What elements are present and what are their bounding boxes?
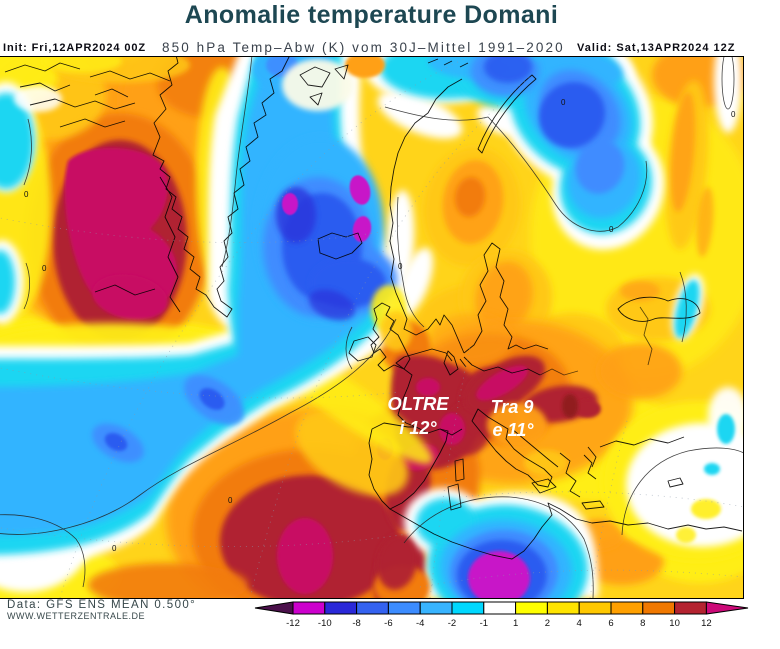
svg-text:0: 0	[561, 98, 566, 107]
svg-text:0: 0	[609, 225, 614, 234]
svg-text:1: 1	[513, 618, 518, 629]
svg-text:0: 0	[112, 544, 117, 553]
svg-text:-6: -6	[384, 618, 392, 629]
svg-text:-8: -8	[352, 618, 360, 629]
svg-text:Tra 9: Tra 9	[491, 397, 534, 417]
svg-text:0: 0	[24, 190, 29, 199]
svg-text:-12: -12	[286, 618, 300, 629]
svg-text:12: 12	[701, 618, 712, 629]
svg-text:0: 0	[228, 496, 233, 505]
svg-text:10: 10	[669, 618, 680, 629]
svg-text:-1: -1	[480, 618, 488, 629]
svg-text:0: 0	[731, 110, 736, 119]
svg-text:i 12°: i 12°	[399, 418, 437, 438]
svg-text:0: 0	[42, 264, 47, 273]
svg-text:2: 2	[545, 618, 550, 629]
svg-text:-10: -10	[318, 618, 332, 629]
svg-text:e 11°: e 11°	[493, 420, 535, 440]
svg-text:8: 8	[640, 618, 645, 629]
svg-text:-4: -4	[416, 618, 424, 629]
svg-text:-2: -2	[448, 618, 456, 629]
svg-text:4: 4	[577, 618, 582, 629]
svg-text:6: 6	[608, 618, 613, 629]
svg-text:OLTRE: OLTRE	[387, 393, 449, 414]
svg-text:0: 0	[398, 262, 403, 271]
